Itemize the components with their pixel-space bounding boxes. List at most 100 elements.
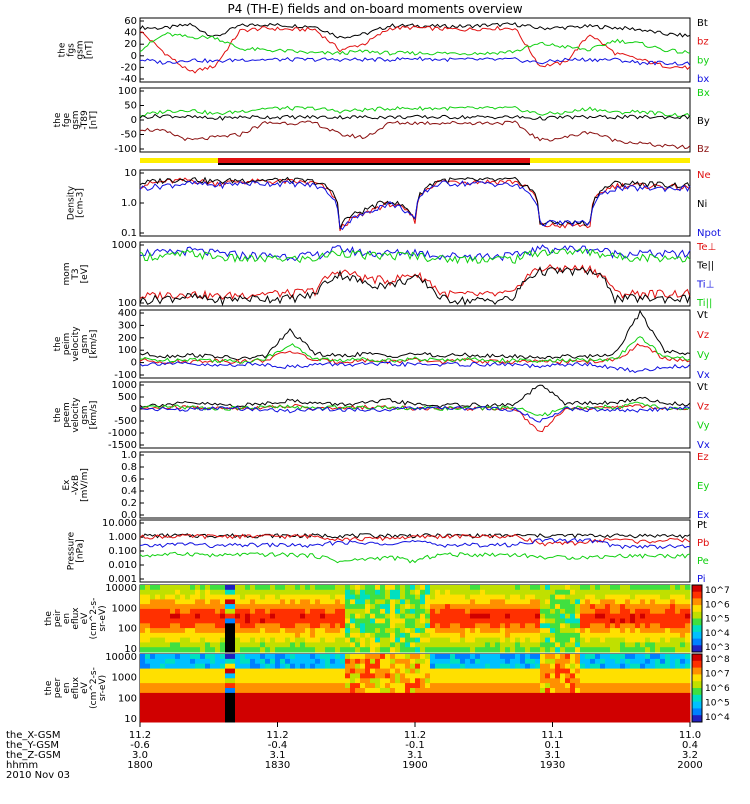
spectrogram-cell bbox=[620, 618, 626, 624]
spectrogram-cell bbox=[170, 692, 176, 699]
spectrogram-cell bbox=[215, 589, 221, 596]
spectrogram-cell bbox=[590, 697, 596, 704]
y-tick-label: -500 bbox=[114, 416, 137, 427]
spectrogram-cell bbox=[510, 678, 516, 684]
spectrogram-cell bbox=[265, 692, 271, 699]
spectrogram-cell bbox=[225, 683, 231, 689]
spectrogram-cell bbox=[645, 623, 651, 629]
spectrogram-cell bbox=[255, 673, 261, 679]
spectrogram-cell bbox=[415, 692, 421, 699]
spectrogram-cell bbox=[205, 717, 211, 723]
spectrogram-cell bbox=[330, 589, 336, 596]
spectrogram-cell bbox=[395, 692, 401, 699]
spectrogram-cell bbox=[655, 637, 661, 643]
spectrogram-cell bbox=[255, 707, 261, 713]
spectrogram-cell bbox=[180, 688, 186, 694]
spectrogram-cell bbox=[380, 623, 386, 629]
spectrogram-cell bbox=[680, 599, 686, 605]
spectrogram-cell bbox=[645, 628, 651, 634]
spectrogram-cell bbox=[415, 608, 421, 615]
spectrogram-cell bbox=[295, 628, 301, 634]
spectrogram-cell bbox=[620, 678, 626, 684]
spectrogram-cell bbox=[675, 623, 681, 629]
spectrogram-cell bbox=[400, 663, 406, 670]
spectrogram-cell bbox=[500, 632, 506, 639]
spectrogram-cell bbox=[440, 613, 446, 619]
panel-5: the peim velocity gsm [km/s]4003002001000-10… bbox=[53, 308, 710, 381]
spectrogram-cell bbox=[155, 589, 161, 596]
spectrogram-cell bbox=[540, 673, 546, 679]
spectrogram-cell bbox=[410, 712, 416, 718]
spectrogram-cell bbox=[350, 663, 356, 670]
spectrogram-cell bbox=[270, 654, 276, 660]
spectrogram-cell bbox=[600, 594, 606, 600]
spectrogram-cell bbox=[355, 712, 361, 718]
spectrogram-cell bbox=[245, 599, 251, 605]
spectrogram-cell bbox=[315, 585, 321, 591]
spectrogram-cell bbox=[490, 702, 496, 708]
spectrogram-cell bbox=[160, 702, 166, 708]
spectrogram-cell bbox=[520, 688, 526, 694]
spectrogram-cell bbox=[420, 668, 426, 674]
spectrogram-cell bbox=[290, 658, 296, 665]
spectrogram-cell bbox=[490, 628, 496, 634]
spectrogram-cell bbox=[450, 647, 456, 653]
spectrogram-cell bbox=[555, 673, 561, 679]
spectrogram-cell bbox=[610, 618, 616, 624]
spectrogram-cell bbox=[170, 618, 176, 624]
spectrogram-cell bbox=[495, 589, 501, 596]
spectrogram-cell bbox=[200, 594, 206, 600]
spectrogram-cell bbox=[645, 707, 651, 713]
spectrogram-cell bbox=[310, 707, 316, 713]
spectrogram-cell bbox=[600, 707, 606, 713]
spectrogram-cell bbox=[515, 668, 521, 674]
spectrogram-cell bbox=[440, 637, 446, 643]
spectrogram-cell bbox=[510, 632, 516, 639]
spectrogram-cell bbox=[515, 697, 521, 704]
spectrogram-cell bbox=[475, 608, 481, 615]
legend-Te⊥: Te⊥ bbox=[696, 242, 716, 253]
spectrogram-cell bbox=[260, 585, 266, 591]
y-axis-label-line: -VxB bbox=[71, 475, 81, 495]
spectrogram-cell bbox=[145, 673, 151, 679]
spectrogram-cell bbox=[580, 594, 586, 600]
y-tick-label: 0 bbox=[131, 358, 137, 369]
spectrogram-cell bbox=[380, 702, 386, 708]
spectrogram-cell bbox=[455, 604, 461, 610]
spectrogram-cell bbox=[155, 613, 161, 619]
spectrogram-cell bbox=[665, 618, 671, 624]
spectrogram-cell bbox=[570, 589, 576, 596]
spectrogram-cell bbox=[230, 688, 236, 694]
y-axis-label-line: [nPa] bbox=[76, 539, 86, 562]
spectrogram-cell bbox=[665, 599, 671, 605]
spectrogram-cell bbox=[405, 594, 411, 600]
spectrogram-cell bbox=[415, 712, 421, 718]
spectrogram-cell bbox=[220, 618, 226, 624]
spectrogram-cell bbox=[575, 608, 581, 615]
spectrogram-cell bbox=[305, 604, 311, 610]
spectrogram-cell bbox=[650, 604, 656, 610]
spectrogram-cell bbox=[420, 663, 426, 670]
spectrogram-cell bbox=[180, 618, 186, 624]
spectrogram-cell bbox=[650, 697, 656, 704]
spectrogram-cell bbox=[345, 608, 351, 615]
spectrogram-cell bbox=[520, 599, 526, 605]
spectrogram-cell bbox=[405, 647, 411, 653]
spectrogram-cell bbox=[675, 594, 681, 600]
spectrogram-cell bbox=[455, 618, 461, 624]
spectrogram-cell bbox=[345, 717, 351, 723]
spectrogram-cell bbox=[435, 658, 441, 665]
spectrogram-cell bbox=[190, 712, 196, 718]
spectrogram-cell bbox=[580, 628, 586, 634]
spectrogram-cell bbox=[210, 589, 216, 596]
spectrogram-cell bbox=[240, 589, 246, 596]
spectrogram-cell bbox=[605, 692, 611, 699]
spectrogram-cell bbox=[550, 673, 556, 679]
legend-Npot: Npot bbox=[697, 228, 721, 239]
spectrogram-cell bbox=[230, 604, 236, 610]
spectrogram-cell bbox=[605, 599, 611, 605]
legend-Vy: Vy bbox=[697, 421, 710, 432]
spectrogram-cell bbox=[385, 618, 391, 624]
spectrogram-cell bbox=[375, 637, 381, 643]
spectrogram-cell bbox=[455, 707, 461, 713]
